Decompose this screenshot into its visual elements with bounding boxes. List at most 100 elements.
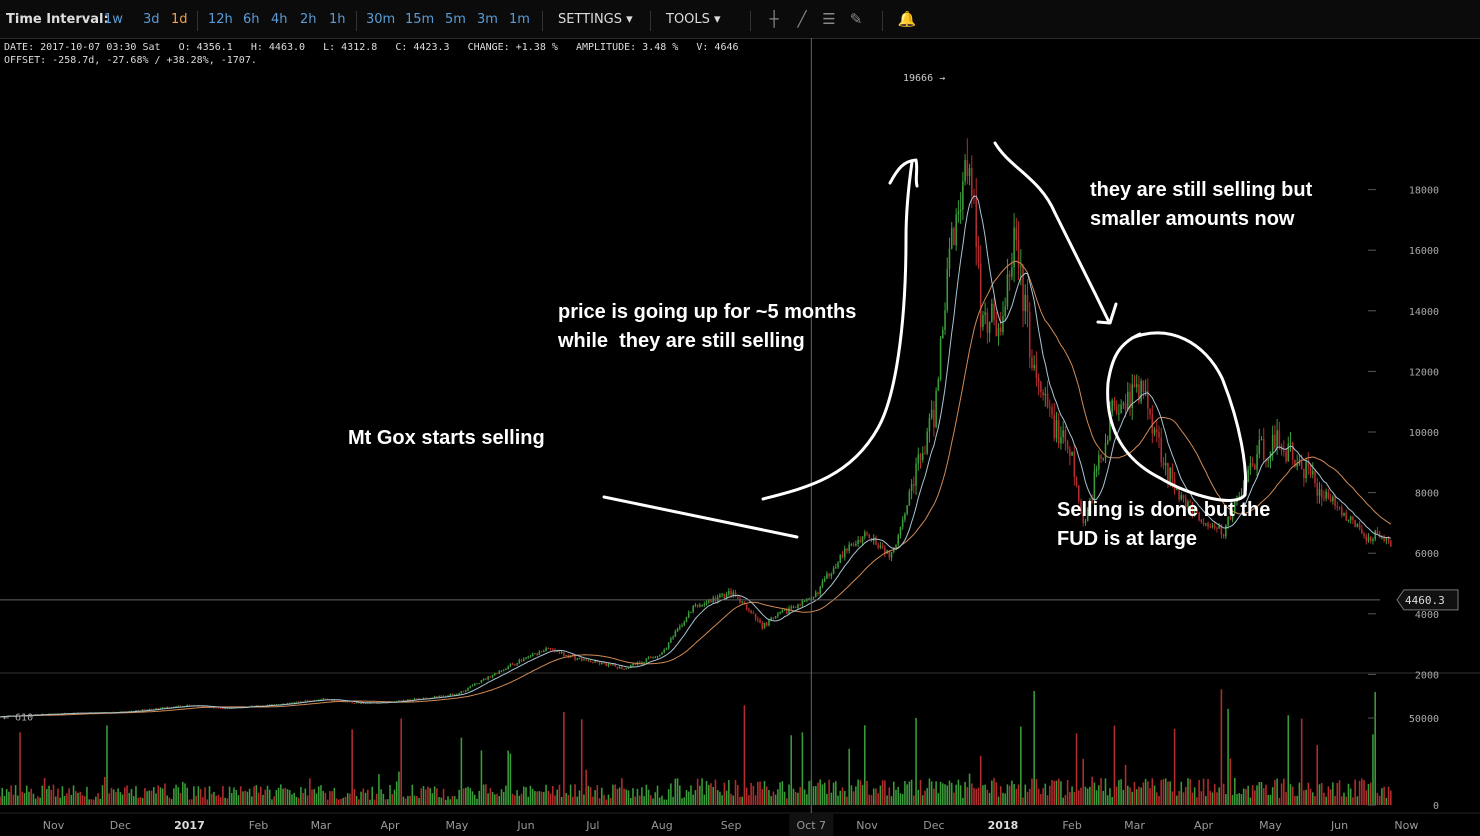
candle-body [723, 593, 726, 599]
candle-body [1274, 434, 1276, 448]
interval-3d[interactable]: 3d [143, 12, 160, 27]
candle-body [179, 705, 182, 707]
volume-bar [70, 794, 73, 805]
volume-bar [150, 790, 153, 805]
volume-bar [1216, 792, 1218, 805]
candle-body [770, 617, 772, 621]
interval-1m[interactable]: 1m [509, 12, 530, 27]
volume-bar [1338, 780, 1341, 805]
candle-body [422, 697, 425, 699]
volume-bar [1176, 795, 1178, 805]
volume-bar [460, 737, 463, 805]
volume-bar [979, 755, 982, 805]
candle-body [797, 604, 799, 608]
candle-body [1316, 483, 1319, 496]
volume-bar [1218, 787, 1220, 805]
volume-bar [605, 799, 608, 805]
volume-bar [522, 786, 525, 805]
volume-bar [86, 786, 88, 805]
volume-bar [1318, 784, 1321, 805]
volume-bar [1361, 778, 1363, 805]
interval-1d[interactable]: 1d [171, 12, 188, 27]
pen-tool-icon[interactable]: ✎ [849, 10, 863, 28]
volume-bar [790, 735, 793, 805]
interval-2h[interactable]: 2h [300, 12, 317, 27]
candle-body [148, 709, 151, 711]
volume-bar [1242, 788, 1245, 805]
volume-bar [498, 796, 501, 805]
time-tick-label: Dec [923, 819, 944, 832]
volume-bar [427, 786, 429, 805]
settings-menu[interactable]: SETTINGS ▾ [558, 12, 633, 27]
horizontal-lines-icon[interactable]: ☰ [822, 10, 836, 28]
candle-body [594, 660, 596, 663]
candle-body [968, 168, 971, 176]
volume-bar [638, 795, 641, 805]
toolbar-divider [356, 11, 357, 31]
volume-bar [331, 791, 333, 805]
interval-12h[interactable]: 12h [208, 12, 233, 27]
toolbar-divider [542, 11, 543, 31]
candle-body [1287, 443, 1290, 462]
volume-bar [1278, 797, 1281, 805]
volume-bar [213, 791, 215, 805]
volume-bar [1260, 782, 1263, 805]
candle-body [1300, 461, 1303, 469]
volume-bar [1171, 791, 1174, 805]
interval-1w[interactable]: 1w [104, 12, 123, 27]
candle-body [781, 610, 784, 613]
volume-bar [1055, 780, 1058, 805]
volume-bar [728, 780, 730, 805]
crosshair-icon[interactable]: ┼ [769, 10, 779, 28]
volume-bar [1262, 788, 1265, 805]
candle-body [1062, 430, 1064, 437]
tools-menu[interactable]: TOOLS ▾ [666, 12, 721, 27]
line-tool-icon[interactable]: ╱ [797, 10, 807, 28]
volume-bar [788, 784, 790, 805]
candle-body [166, 706, 168, 709]
candle-body [877, 544, 879, 548]
interval-3m[interactable]: 3m [477, 12, 498, 27]
volume-bar [1008, 785, 1011, 805]
interval-5m[interactable]: 5m [445, 12, 466, 27]
volume-bar [690, 785, 692, 805]
candle-body [890, 552, 893, 558]
volume-bar [48, 785, 50, 805]
alert-bell-icon[interactable]: 🔔 [897, 10, 917, 28]
volume-bar [846, 796, 848, 805]
volume-bar [852, 791, 855, 805]
candle-body [1218, 525, 1220, 529]
candle-body [404, 700, 407, 702]
volume-bar [658, 797, 661, 805]
candle-body [1055, 420, 1058, 439]
volume-bar [1075, 733, 1078, 805]
candle-body [823, 578, 826, 582]
volume-bar [748, 795, 750, 805]
candle-body [1093, 471, 1096, 500]
volume-bar [906, 784, 908, 805]
interval-6h[interactable]: 6h [243, 12, 260, 27]
candle-body [456, 694, 458, 696]
interval-1h[interactable]: 1h [329, 12, 346, 27]
interval-15m[interactable]: 15m [405, 12, 435, 27]
candle-body [616, 666, 619, 669]
candle-body [460, 691, 463, 694]
volume-bar [821, 784, 824, 805]
volume-bar [1035, 778, 1038, 805]
price-tick-label: 10000 [1409, 428, 1439, 439]
volume-bar [580, 719, 583, 805]
volume-bar [413, 795, 416, 805]
interval-4h[interactable]: 4h [271, 12, 288, 27]
volume-bar [786, 798, 788, 805]
candle-body [716, 597, 719, 602]
candle-body [1053, 414, 1056, 439]
volume-bar [451, 796, 454, 805]
price-chart[interactable]: 4460.3 18000 16000 14000 12000 10000 8000 6000… [0, 38, 1480, 836]
volume-bar [502, 791, 505, 805]
candle-body [1202, 521, 1205, 524]
volume-bar [1091, 776, 1093, 805]
volume-bar [886, 795, 888, 805]
candle-body [794, 606, 797, 608]
volume-bar [280, 784, 282, 805]
interval-30m[interactable]: 30m [366, 12, 396, 27]
